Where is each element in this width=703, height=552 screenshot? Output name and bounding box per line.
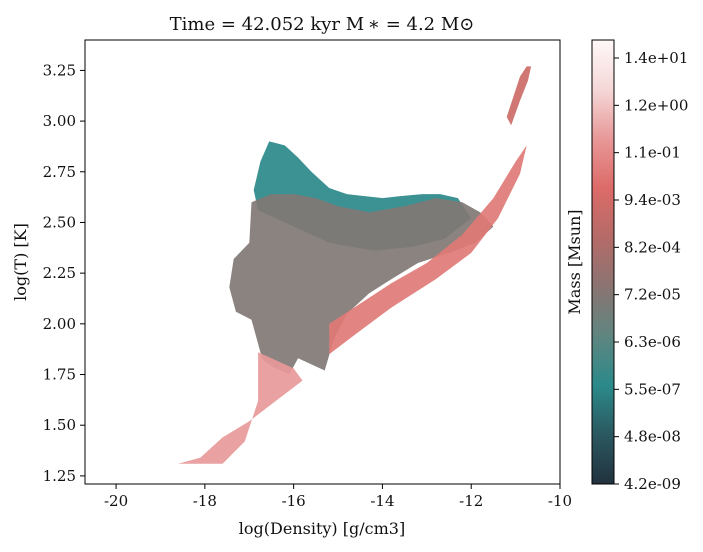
colorbar-tick-label: 5.5e-07 [624, 380, 681, 398]
x-axis-ticks: -20 -18 -16 -14 -12 -10 [104, 484, 572, 510]
colorbar-tick-label: 9.4e-03 [624, 191, 681, 209]
colorbar-tick-label: 8.2e-04 [624, 238, 681, 256]
heatmap-region-hot-wisp [506, 66, 532, 126]
plot-frame [84, 39, 561, 485]
y-tick-label: 2.25 [43, 264, 76, 282]
x-tick-label: -18 [193, 492, 217, 510]
y-axis-ticks: 1.25 1.50 1.75 2.00 2.25 2.50 2.75 3.00 3.25 [43, 61, 85, 485]
y-tick-label: 1.50 [43, 416, 76, 434]
colorbar-tick-label: 4.2e-09 [624, 475, 681, 493]
plot-area: -20 -18 -16 -14 -12 -10 1.25 1.50 1.75 2.00 2.25 2… [43, 39, 572, 510]
x-axis-title: log(Density) [g/cm3] [239, 519, 405, 538]
y-tick-label: 2.50 [43, 213, 76, 231]
y-axis-title: log(T) [K] [11, 223, 30, 301]
y-tick-label: 2.00 [43, 315, 76, 333]
colorbar: 4.2e-09 4.8e-08 5.5e-07 6.3e-06 7.2e-05 8.2e-… [565, 39, 688, 493]
x-tick-label: -20 [104, 492, 128, 510]
y-tick-label: 3.25 [43, 61, 76, 79]
y-tick-label: 3.00 [43, 112, 76, 130]
colorbar-tick-label: 6.3e-06 [624, 333, 681, 351]
x-tick-label: -16 [282, 492, 306, 510]
y-tick-label: 1.75 [43, 366, 76, 384]
colorbar-tick-label: 4.8e-08 [624, 428, 681, 446]
chart-title: Time = 42.052 kyr M ∗ = 4.2 M⊙ [170, 14, 475, 35]
heatmap-regions [178, 66, 532, 464]
colorbar-ticks: 4.2e-09 4.8e-08 5.5e-07 6.3e-06 7.2e-05 8.2e-… [614, 49, 688, 493]
y-tick-label: 1.25 [43, 467, 76, 485]
colorbar-gradient [591, 39, 615, 485]
colorbar-tick-label: 7.2e-05 [624, 286, 681, 304]
x-tick-label: -12 [459, 492, 483, 510]
colorbar-title: Mass [Msun] [565, 209, 584, 314]
colorbar-tick-label: 1.2e+00 [624, 96, 688, 114]
x-tick-label: -14 [370, 492, 394, 510]
colorbar-tick-label: 1.1e-01 [624, 144, 681, 162]
heatmap-region-low-temperature-tail [178, 352, 303, 464]
heatmap-region-main-body [229, 194, 494, 375]
colorbar-tick-label: 1.4e+01 [624, 49, 688, 67]
heatmap-region-dense-ridge [329, 145, 527, 355]
y-tick-label: 2.75 [43, 163, 76, 181]
x-tick-label: -10 [548, 492, 572, 510]
